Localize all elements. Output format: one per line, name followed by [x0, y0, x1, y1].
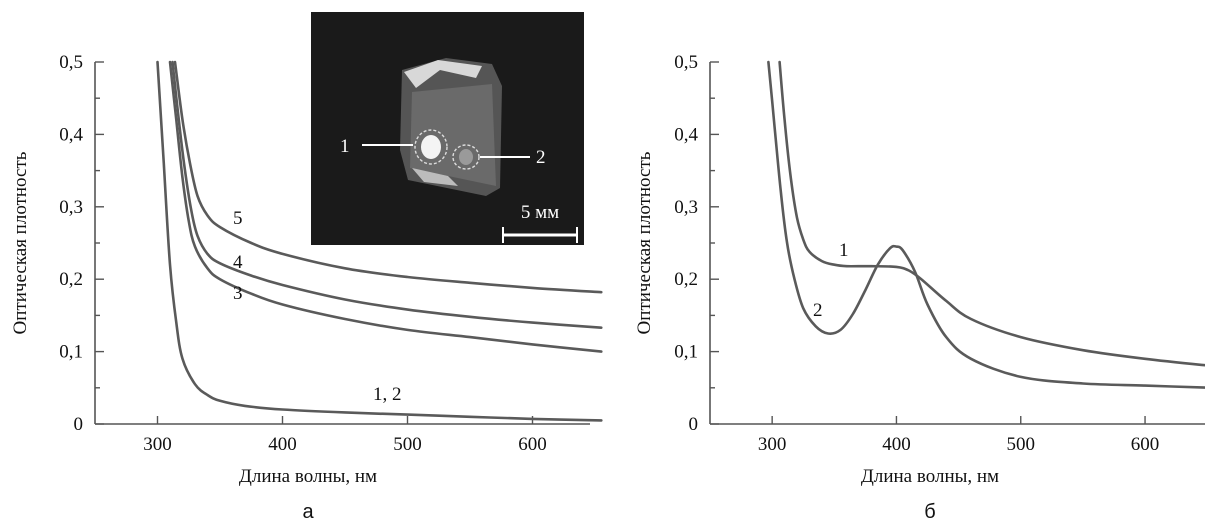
crystal-top-glare: [404, 60, 482, 88]
spot-1: [421, 135, 441, 159]
series-label-a: 1, 2: [373, 384, 402, 405]
series-label-a: 4: [233, 252, 243, 273]
y-axis-title-a: Оптическая плотность: [10, 151, 31, 334]
y-tick-label-b: 0,3: [674, 197, 698, 218]
crystal-bottom-glare: [412, 168, 458, 186]
series-label-a: 3: [233, 283, 243, 304]
x-tick-label-a: 500: [393, 434, 422, 455]
spot-1-ring: [414, 129, 448, 165]
x-tick-label-b: 400: [882, 434, 911, 455]
y-tick-label-a: 0,5: [59, 52, 83, 73]
y-tick-label-a: 0,2: [59, 269, 83, 290]
x-tick-label-a: 300: [143, 434, 172, 455]
x-tick-label-a: 600: [518, 434, 547, 455]
inset-label-2: 2: [536, 147, 546, 168]
inset-photo: 1 2 5 мм: [311, 12, 584, 245]
chart-panel-b: 0 0,1 0,2 0,3 0,4 0,5 300 400 500 600 1 2 Длина во…: [634, 52, 1205, 522]
y-tick-label-b: 0,5: [674, 52, 698, 73]
y-tick-label-b: 0,4: [674, 124, 698, 145]
y-tick-label-b: 0,2: [674, 269, 698, 290]
y-tick-label-a: 0,4: [59, 124, 83, 145]
y-tick-label-a: 0,3: [59, 197, 83, 218]
spot-2-ring: [452, 144, 480, 170]
crystal-face: [410, 84, 496, 186]
series-line-a-3: [168, 60, 603, 353]
y-axis-title-b: Оптическая плотность: [634, 151, 655, 334]
inset-label-1: 1: [340, 136, 350, 157]
scale-bar-label: 5 мм: [521, 202, 559, 223]
spot-2: [459, 149, 473, 165]
series-line-a-4: [171, 60, 603, 329]
x-tick-label-b: 300: [758, 434, 787, 455]
y-tick-label-b: 0,1: [674, 342, 698, 363]
panel-label-a: а: [302, 501, 314, 522]
y-tick-label-a: 0: [74, 414, 84, 435]
series-line-b-2: [767, 60, 1205, 389]
series-line-b-1: [778, 60, 1205, 367]
x-tick-label-b: 600: [1131, 434, 1160, 455]
panel-label-b: б: [924, 501, 935, 522]
x-axis-title-b: Длина волны, нм: [861, 466, 999, 487]
x-tick-label-b: 500: [1007, 434, 1036, 455]
x-tick-label-a: 400: [268, 434, 297, 455]
series-label-a: 5: [233, 208, 243, 229]
series-label-b: 2: [813, 300, 823, 321]
y-tick-label-b: 0: [689, 414, 699, 435]
y-tick-label-a: 0,1: [59, 342, 83, 363]
series-line-a-5: [173, 60, 603, 294]
x-axis-title-a: Длина волны, нм: [239, 466, 377, 487]
series-label-b: 1: [839, 240, 849, 261]
chart-panel-a: 0 0,1 0,2 0,3 0,4 0,5 300 400 500 600 1, 2 3 4 5 Дли…: [10, 12, 603, 522]
series-line-a-1-2: [156, 60, 603, 422]
